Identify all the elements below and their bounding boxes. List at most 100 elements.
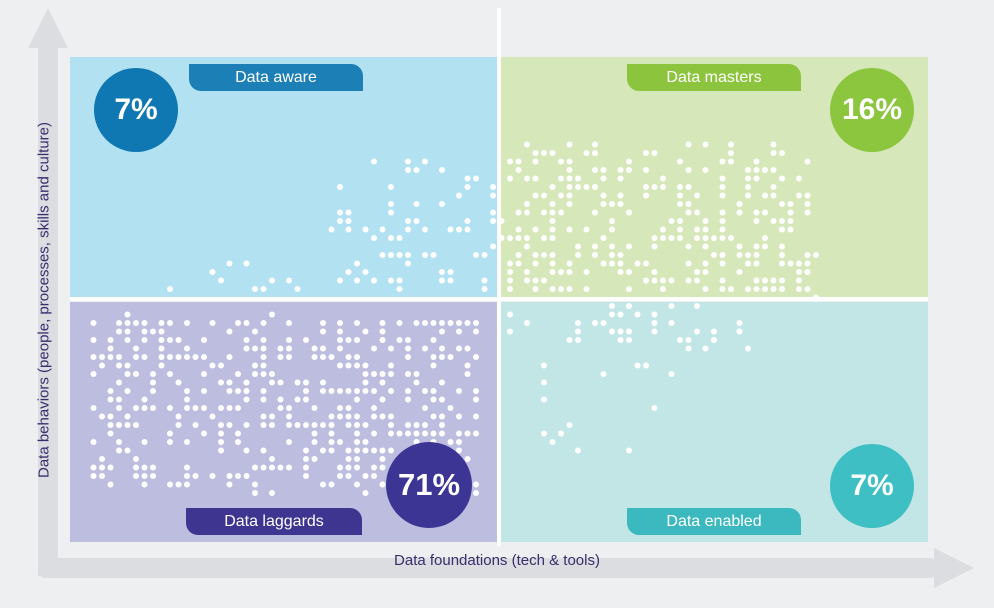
scatter-point	[549, 184, 556, 190]
scatter-point	[779, 243, 785, 250]
scatter-point	[583, 184, 590, 190]
scatter-point	[668, 320, 675, 326]
scatter-point	[286, 354, 292, 360]
scatter-point	[626, 269, 632, 275]
scatter-point	[388, 447, 394, 454]
scatter-point	[158, 337, 165, 343]
scatter-point	[677, 337, 683, 343]
scatter-point	[379, 464, 386, 471]
scatter-point	[371, 464, 377, 471]
scatter-point	[532, 252, 539, 258]
scatter-point	[575, 184, 581, 190]
scatter-point	[141, 464, 148, 471]
scatter-point	[592, 184, 598, 190]
scatter-point	[354, 481, 360, 488]
scatter-point	[345, 218, 352, 224]
scatter-point	[303, 337, 309, 343]
scatter-point	[379, 396, 386, 403]
scatter-point	[379, 226, 386, 233]
scatter-point	[226, 379, 233, 386]
scatter-point	[252, 345, 258, 352]
scatter-point	[328, 447, 335, 454]
scatter-point	[753, 167, 760, 173]
scatter-point	[337, 277, 343, 284]
scatter-point	[226, 473, 233, 479]
scatter-point	[218, 439, 224, 445]
scatter-point	[422, 226, 428, 233]
scatter-point	[430, 396, 437, 403]
scatter-point	[583, 150, 590, 156]
scatter-point	[702, 235, 709, 241]
scatter-point	[770, 277, 777, 284]
scatter-point	[303, 464, 309, 471]
scatter-point	[694, 235, 700, 241]
scatter-point	[269, 371, 275, 377]
scatter-point	[235, 439, 241, 445]
scatter-point	[558, 430, 564, 437]
scatter-point	[770, 192, 777, 199]
scatter-point	[753, 218, 760, 224]
scatter-point	[600, 175, 607, 182]
scatter-point	[379, 413, 386, 420]
scatter-point	[617, 337, 624, 343]
scatter-point	[184, 354, 190, 360]
scatter-point	[396, 277, 403, 284]
scatter-point	[133, 422, 139, 428]
scatter-point	[439, 422, 445, 428]
scatter-point	[269, 456, 275, 462]
scatter-point	[549, 201, 556, 207]
scatter-point	[515, 209, 522, 216]
scatter-point	[566, 337, 573, 343]
scatter-point	[362, 371, 369, 377]
scatter-point	[371, 473, 377, 479]
scatter-point	[405, 226, 411, 233]
banner-data-enabled: Data enabled	[627, 508, 801, 535]
scatter-point	[515, 252, 522, 258]
scatter-point	[286, 464, 292, 471]
scatter-point	[796, 277, 802, 284]
scatter-point	[430, 320, 437, 326]
scatter-point	[677, 184, 683, 190]
scatter-point	[456, 192, 462, 199]
scatter-point	[277, 464, 284, 471]
scatter-point	[753, 175, 760, 182]
scatter-point	[549, 439, 556, 445]
scatter-point	[243, 320, 250, 326]
scatter-point	[260, 396, 267, 403]
scatter-point	[643, 260, 649, 267]
scatter-point	[787, 260, 794, 267]
scatter-point	[260, 464, 267, 471]
scatter-point	[209, 362, 216, 369]
scatter-point	[141, 473, 148, 479]
scatter-point	[651, 184, 658, 190]
scatter-point	[668, 303, 675, 309]
scatter-point	[728, 235, 734, 241]
scatter-point	[337, 345, 343, 352]
scatter-point	[439, 277, 445, 284]
scatter-point	[439, 396, 445, 403]
scatter-point	[354, 388, 360, 394]
scatter-point	[311, 430, 318, 437]
scatter-point	[150, 328, 156, 335]
scatter-point	[668, 277, 675, 284]
scatter-point	[337, 473, 343, 479]
scatter-point	[133, 354, 139, 360]
scatter-point	[107, 430, 114, 437]
scatter-point	[507, 269, 513, 275]
scatter-point	[651, 150, 658, 156]
scatter-point	[218, 277, 224, 284]
scatter-point	[413, 320, 420, 326]
scatter-point	[745, 167, 751, 173]
scatter-point	[405, 396, 411, 403]
scatter-point	[507, 311, 513, 318]
y-axis-label: Data behaviors (people, processes, skill…	[35, 121, 53, 479]
scatter-point	[379, 456, 386, 462]
scatter-point	[345, 447, 352, 454]
scatter-point	[447, 226, 454, 233]
scatter-point	[337, 337, 343, 343]
scatter-point	[507, 286, 513, 292]
scatter-point	[124, 362, 131, 369]
scatter-point	[668, 235, 675, 241]
scatter-point	[286, 413, 292, 420]
